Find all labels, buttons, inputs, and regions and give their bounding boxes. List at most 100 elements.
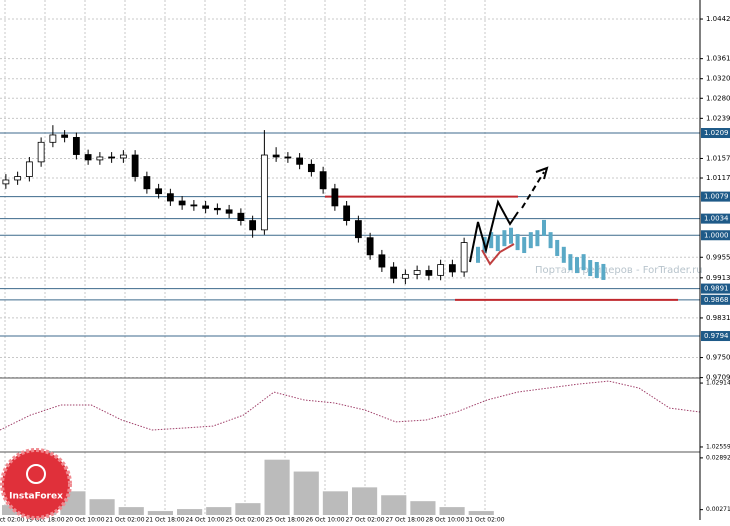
candle-body xyxy=(460,242,468,273)
y-tick-label: 1.03200 xyxy=(706,75,730,83)
y-tick-label: 1.03610 xyxy=(706,55,730,63)
y-tick-label: 1.02914 xyxy=(706,380,730,387)
candle-body xyxy=(260,154,268,231)
candle-body xyxy=(319,171,327,190)
candle-body xyxy=(307,163,315,173)
histogram-bar xyxy=(264,459,290,515)
candle-body xyxy=(437,264,445,276)
histogram-bar xyxy=(410,501,436,515)
forecast-bar xyxy=(502,230,507,247)
histogram-bar xyxy=(89,499,115,515)
watermark: Портал трейдеров - ForTrader.ru xyxy=(535,265,703,276)
candle-body xyxy=(354,220,362,239)
y-tick-label: 1.04420 xyxy=(706,15,730,23)
histogram-bar xyxy=(118,507,144,515)
candle-body xyxy=(413,270,421,275)
x-tick-label: 25 Oct 02:00 xyxy=(225,517,264,524)
forecast-bar xyxy=(542,219,546,236)
histogram-bar xyxy=(352,487,378,515)
level-label-box xyxy=(701,294,730,305)
histogram-bar xyxy=(439,507,465,515)
candle-body xyxy=(249,220,257,231)
candle-body xyxy=(25,161,33,177)
forecast-bar xyxy=(594,261,599,278)
x-tick-label: 28 Oct 10:00 xyxy=(425,517,464,524)
forecast-bar xyxy=(495,235,500,252)
level-label: 0.9891 xyxy=(704,285,729,293)
x-tick-label: 26 Oct 10:00 xyxy=(305,517,344,524)
forecast-bar xyxy=(515,234,520,251)
candle-body xyxy=(296,157,304,165)
candle-body xyxy=(378,254,386,268)
candle-body xyxy=(72,137,80,155)
forecast-bar xyxy=(581,254,586,271)
forecast-bar xyxy=(601,263,606,280)
candle-body xyxy=(343,205,351,221)
y-tick-label: 1.02390 xyxy=(706,114,730,122)
candle-body xyxy=(390,266,398,279)
candle-body xyxy=(61,134,69,138)
forecast-bar xyxy=(568,254,573,271)
forecast-bar xyxy=(528,232,533,249)
forecast-bar xyxy=(575,257,579,274)
candle-body xyxy=(272,154,280,158)
candle-body xyxy=(84,154,92,161)
level-label-box xyxy=(701,128,730,139)
arrow-head xyxy=(535,166,549,180)
forecast-bar xyxy=(548,232,553,249)
x-tick-label: 21 Oct 18:00 xyxy=(145,517,184,524)
candle-body xyxy=(14,176,22,181)
y-tick-label: 0.00271 xyxy=(706,506,730,513)
forecast-zigzag xyxy=(469,199,519,263)
forecast-bar xyxy=(535,230,540,247)
level-label: 0.9868 xyxy=(704,296,729,304)
x-tick-label: 24 Oct 10:00 xyxy=(185,517,224,524)
candle-body xyxy=(2,179,10,185)
histogram-bar xyxy=(147,511,173,515)
x-tick-label: 31 Oct 02:00 xyxy=(465,517,504,524)
x-tick-label: 25 Oct 18:00 xyxy=(265,517,304,524)
candle-body xyxy=(190,204,198,207)
candle-body xyxy=(331,188,339,207)
y-tick-label: 1.02559 xyxy=(706,443,730,450)
histogram-bar xyxy=(468,511,494,515)
red-zigzag xyxy=(481,243,515,266)
x-tick-label: 27 Oct 02:00 xyxy=(345,517,384,524)
forecast-arrow xyxy=(521,171,545,209)
candle-body xyxy=(37,141,45,163)
y-tick-label: 0.02892 xyxy=(706,454,730,461)
x-tick-label: 21 Oct 02:00 xyxy=(105,517,144,524)
candle-body xyxy=(119,154,127,159)
forecast-bar xyxy=(476,246,480,263)
candle-body xyxy=(49,134,57,143)
level-label: 1.0079 xyxy=(704,193,729,201)
histogram-bar xyxy=(293,471,319,515)
x-tick-label: 19 Oct 18:00 xyxy=(25,517,64,524)
candle-body xyxy=(225,209,233,214)
forecast-bar xyxy=(489,232,494,249)
candle-body xyxy=(366,237,374,256)
level-label: 1.0209 xyxy=(704,129,729,137)
level-label-box xyxy=(701,283,730,294)
candle-body xyxy=(237,212,245,221)
forecast-bar xyxy=(509,227,513,244)
x-tick-label: 20 Oct 10:00 xyxy=(65,517,104,524)
candle-body xyxy=(96,156,104,161)
candle-body xyxy=(108,156,116,159)
level-label-box xyxy=(701,331,730,342)
candle-body xyxy=(213,207,221,211)
forecast-bar xyxy=(588,260,593,277)
y-tick-label: 1.01570 xyxy=(706,154,730,162)
level-label: 1.0000 xyxy=(704,231,729,239)
forecast-bar xyxy=(522,237,527,254)
histogram-bar xyxy=(381,495,407,515)
forecast-bar xyxy=(555,239,560,256)
candle-body xyxy=(425,270,433,276)
logo-icon xyxy=(26,464,46,484)
